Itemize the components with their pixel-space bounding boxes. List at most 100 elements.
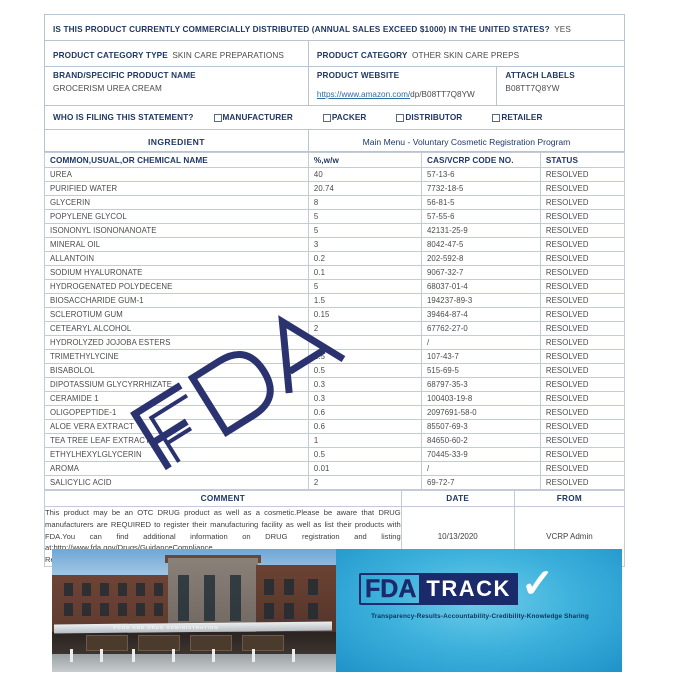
ingredient-percent: 2 [307,335,422,350]
main-menu-banner-label[interactable]: Main Menu - Voluntary Cosmetic Registrat… [362,136,571,147]
comment-header-date: DATE [400,490,515,507]
checkbox-box-icon[interactable] [396,113,405,122]
filing-cell: WHO IS FILING THIS STATEMENT? MANUFACTUR… [44,105,625,130]
ingredient-row: HYDROGENATED POLYDECENE 5 68037-01-4 RESOLV… [44,279,626,294]
ingredient-row: SALICYLIC ACID 2 69-72-7 RESOLVED [44,475,626,490]
window [82,603,91,616]
fda-building-photo: FOOD AND DRUG ADMINISTRATION [52,549,336,672]
street-ground [52,654,336,672]
product-website-link[interactable]: https://www.amazon.com/ [316,90,411,99]
ingredient-status: RESOLVED [539,279,626,294]
brand-cell: BRAND/SPECIFIC PRODUCT NAME GROCERISM UR… [44,66,309,106]
ingredient-name: TRIMETHYLYCINE [44,349,309,364]
window [264,603,274,619]
window-tall [204,575,215,621]
checkbox-box-icon[interactable] [492,113,501,122]
ingredient-percent: 8 [307,195,422,210]
bollard [172,649,175,662]
checkbox-label-distributor: DISTRIBUTOR [405,113,463,122]
ingredient-percent: 0.6 [307,405,422,420]
ingredient-status: RESOLVED [539,321,626,336]
attach-labels-cell: ATTACH LABELS B08TT7Q8YW [496,66,625,106]
checkbox-box-icon[interactable] [322,113,331,122]
ingredient-status: RESOLVED [539,335,626,350]
distribution-question-label: IS THIS PRODUCT CURRENTLY COMMERCIALLY D… [53,24,550,34]
column-header-percent: %,w/w [307,152,422,168]
ingredient-cas: 2097691-58-0 [420,405,541,420]
ingredient-name: UREA [44,167,309,182]
ingredient-status: RESOLVED [539,461,626,476]
ingredient-status: RESOLVED [539,167,626,182]
ingredient-row: CERAMIDE 1 0.3 100403-19-8 RESOLVED [44,391,626,406]
fda-track-logo: FDA TRACK ✓ [359,564,554,605]
ingredient-status: RESOLVED [539,237,626,252]
ingredient-cas: 56-81-5 [420,195,541,210]
distribution-cell: IS THIS PRODUCT CURRENTLY COMMERCIALLY D… [44,14,625,41]
ingredient-row: UREA 40 57-13-6 RESOLVED [44,167,626,182]
ingredient-name: CETEARYL ALCOHOL [44,321,309,336]
ingredient-cas: 57-13-6 [420,167,541,182]
ingredient-percent: 0.6 [307,419,422,434]
ingredient-row: HYDROLYZED JOJOBA ESTERS 2/RESOLVED [44,335,626,350]
ingredient-name: SCLEROTIUM GUM [44,307,309,322]
ingredient-percent: 5 [307,279,422,294]
category-label: PRODUCT CATEGORY [316,50,408,60]
ingredient-row: MINERAL OIL 3 8042-47-5 RESOLVED [44,237,626,252]
checkbox-manufacturer[interactable]: MANUFACTURER [213,113,293,122]
ingredient-status: RESOLVED [539,349,626,364]
ingredient-cas: 57-55-6 [420,209,541,224]
ingredient-name: HYDROGENATED POLYDECENE [44,279,309,294]
ingredient-status: RESOLVED [539,223,626,238]
ingredient-name: POPYLENE GLYCOL [44,209,309,224]
vcrp-statement-document: IS THIS PRODUCT CURRENTLY COMMERCIALLY D… [44,14,626,567]
bollard [212,649,215,662]
column-header-cas: CAS/VCRP CODE NO. [420,152,541,168]
ingredient-percent: 0.5 [307,363,422,378]
filing-row: WHO IS FILING THIS STATEMENT? MANUFACTUR… [44,105,625,130]
ingredient-cas: 100403-19-8 [420,391,541,406]
checkbox-distributor[interactable]: DISTRIBUTOR [396,113,462,122]
entrance-bay [138,635,180,651]
header-info-table: IS THIS PRODUCT CURRENTLY COMMERCIALLY D… [44,14,626,152]
checkbox-retailer[interactable]: RETAILER [492,113,542,122]
comment-header-from: FROM [513,490,626,507]
ingredient-name: DIPOTASSIUM GLYCYRRHIZATE [44,377,309,392]
ingredient-status: RESOLVED [539,405,626,420]
ingredient-cas: 9067-32-7 [420,265,541,280]
ingredient-table-body: UREA 40 57-13-6 RESOLVED PURIFIED WATER 20.74… [44,167,626,490]
ingredient-status: RESOLVED [539,391,626,406]
ingredient-status: RESOLVED [539,419,626,434]
checkbox-label-retailer: RETAILER [501,113,543,122]
ingredient-cas: / [420,461,541,476]
fda-track-tagline: Transparency-Results-Accountability-Cred… [371,613,589,620]
ingredient-percent: 0.01 [307,461,422,476]
window [64,583,73,596]
ingredient-percent: 2 [307,321,422,336]
ingredient-row: TRIMETHYLYCINE 1.5 107-43-7 RESOLVED [44,349,626,364]
window [118,583,127,596]
website-cell: PRODUCT WEBSITE https://www.amazon.com/d… [307,66,498,106]
ingredient-banner-row: INGREDIENT Main Menu - Voluntary Cosmeti… [44,129,626,152]
ingredient-status: RESOLVED [539,209,626,224]
main-menu-banner-cell: Main Menu - Voluntary Cosmetic Registrat… [307,129,626,152]
window [284,603,294,619]
ingredient-name: SALICYLIC ACID [44,475,309,490]
ingredient-percent: 0.3 [307,391,422,406]
ingredient-name: TEA TREE LEAF EXTRACT [44,433,309,448]
ingredient-cas: 68797-35-3 [420,377,541,392]
window [64,603,73,616]
checkbox-packer[interactable]: PACKER [322,113,367,122]
ingredient-status: RESOLVED [539,195,626,210]
ingredient-row: ISONONYL ISONONANOATE 5 42131-25-9 RESOLVED [44,223,626,238]
ingredient-percent: 1 [307,433,422,448]
ingredient-status: RESOLVED [539,447,626,462]
checkbox-box-icon[interactable] [213,113,222,122]
website-value: https://www.amazon.com/dp/B08TT7Q8YW [317,84,475,101]
ingredient-status: RESOLVED [539,293,626,308]
category-cell: PRODUCT CATEGORY OTHER SKIN CARE PREPS [307,40,626,67]
category-type-cell: PRODUCT CATEGORY TYPE SKIN CARE PREPARAT… [44,40,309,67]
ingredient-cas: 84650-60-2 [420,433,541,448]
ingredient-row: BISABOLOL 0.5 515-69-5 RESOLVED [44,363,626,378]
ingredient-cas: 8042-47-5 [420,237,541,252]
window [308,603,318,619]
